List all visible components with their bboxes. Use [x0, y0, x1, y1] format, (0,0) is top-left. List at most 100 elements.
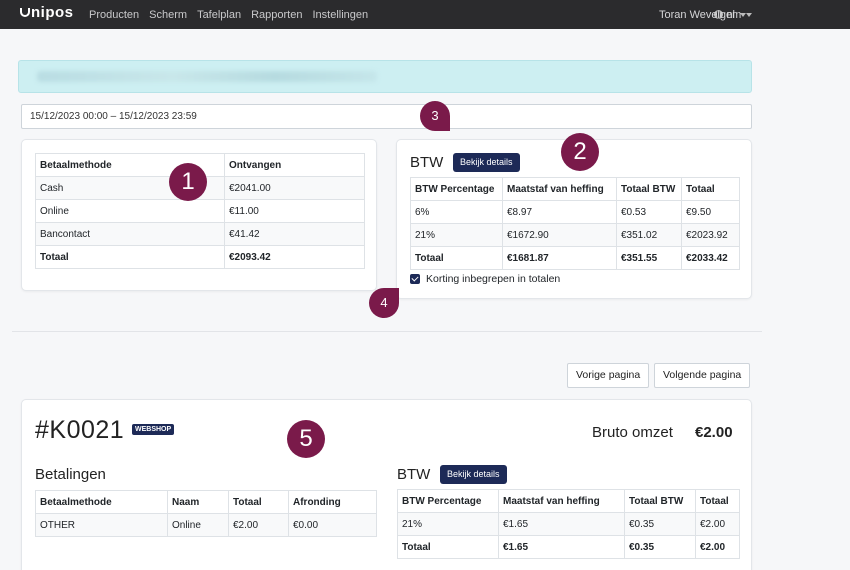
- col-header-betaalmethode: Betaalmethode: [35, 490, 168, 514]
- btw-base: €1.65: [498, 512, 625, 536]
- date-range-input[interactable]: 15/12/2023 00:00 – 15/12/2023 23:59: [21, 104, 752, 129]
- discount-checkbox-row[interactable]: Korting inbegrepen in totalen: [410, 273, 560, 285]
- col-header-totaal-btw: Totaal BTW: [624, 489, 696, 513]
- col-header-maatstaf: Maatstaf van heffing: [498, 489, 625, 513]
- language-label: nl: [726, 8, 735, 21]
- btw-amount: €0.53: [616, 200, 682, 224]
- payments-table: Betaalmethode Ontvangen Cash €2041.00 On…: [35, 153, 365, 269]
- total-btw: €0.35: [624, 535, 696, 559]
- user-name: Toran Wevelgem: [659, 8, 742, 21]
- payment-method: Bancontact: [35, 222, 225, 246]
- marker-5: 5: [287, 420, 325, 458]
- btw-amount: €0.35: [624, 512, 696, 536]
- btw-base: €1672.90: [502, 223, 617, 247]
- btw-table: BTW Percentage Maatstaf van heffing Tota…: [410, 177, 740, 270]
- btw-percentage: 6%: [410, 200, 503, 224]
- table-row: 21% €1.65 €0.35 €2.00: [397, 512, 740, 536]
- discount-checkbox-label: Korting inbegrepen in totalen: [426, 273, 561, 285]
- total-amount: €2.00: [695, 535, 740, 559]
- top-navbar: nipos Producten Scherm Tafelplan Rapport…: [0, 0, 850, 29]
- payment-amount: €2041.00: [224, 176, 365, 200]
- nav-link-instellingen[interactable]: Instellingen: [312, 8, 369, 21]
- marker-3: 3: [420, 101, 450, 131]
- btw-total: €2.00: [695, 512, 740, 536]
- order-btw-title: BTW: [397, 466, 431, 483]
- col-header-totaal: Totaal: [695, 489, 740, 513]
- table-row: 21% €1672.90 €351.02 €2023.92: [410, 223, 740, 247]
- globe-icon: [714, 10, 724, 19]
- col-header-btw-percentage: BTW Percentage: [397, 489, 499, 513]
- bruto-omzet-label: Bruto omzet: [592, 424, 673, 441]
- payment-method: Online: [35, 199, 225, 223]
- total-base: €1.65: [498, 535, 625, 559]
- redacted-text: [37, 71, 377, 82]
- total-label: Totaal: [35, 245, 225, 269]
- nav-link-tafelplan[interactable]: Tafelplan: [197, 8, 242, 21]
- order-btw-details-button[interactable]: Bekijk details: [440, 465, 507, 484]
- brand-logo[interactable]: nipos: [20, 4, 74, 21]
- btw-percentage: 21%: [397, 512, 499, 536]
- total-amount: €2033.42: [681, 246, 740, 270]
- checkbox-checked-icon[interactable]: [410, 274, 420, 284]
- next-page-button[interactable]: Volgende pagina: [654, 363, 751, 388]
- table-header-row: Betaalmethode Naam Totaal Afronding: [35, 490, 377, 514]
- payments-summary-card: Betaalmethode Ontvangen Cash €2041.00 On…: [21, 139, 377, 291]
- table-header-row: BTW Percentage Maatstaf van heffing Tota…: [410, 177, 740, 201]
- payment-total: €2.00: [228, 513, 289, 537]
- total-btw: €351.55: [616, 246, 682, 270]
- btw-percentage: 21%: [410, 223, 503, 247]
- table-row: 6% €8.97 €0.53 €9.50: [410, 200, 740, 224]
- chevron-down-icon: [740, 12, 746, 17]
- nav-links: Producten Scherm Tafelplan Rapporten Ins…: [89, 0, 378, 29]
- col-header-naam: Naam: [167, 490, 229, 514]
- marker-2: 2: [561, 133, 599, 171]
- total-amount: €2093.42: [224, 245, 365, 269]
- table-total-row: Totaal €1681.87 €351.55 €2033.42: [410, 246, 740, 270]
- order-card: #K0021 WEBSHOP Bruto omzet €2.00 Betalin…: [21, 399, 752, 570]
- btw-amount: €351.02: [616, 223, 682, 247]
- col-header-ontvangen: Ontvangen: [224, 153, 365, 177]
- col-header-afronding: Afronding: [288, 490, 377, 514]
- payment-rounding: €0.00: [288, 513, 377, 537]
- bruto-omzet-value: €2.00: [695, 424, 733, 441]
- language-dropdown[interactable]: nl: [714, 0, 746, 29]
- table-row: Online €11.00: [35, 199, 365, 223]
- btw-base: €8.97: [502, 200, 617, 224]
- table-row: Bancontact €41.42: [35, 222, 365, 246]
- table-total-row: Totaal €1.65 €0.35 €2.00: [397, 535, 740, 559]
- btw-total: €9.50: [681, 200, 740, 224]
- webshop-badge: WEBSHOP: [132, 424, 175, 435]
- previous-page-button[interactable]: Vorige pagina: [567, 363, 650, 388]
- payment-method: OTHER: [35, 513, 168, 537]
- total-label: Totaal: [410, 246, 503, 270]
- table-row: OTHER Online €2.00 €0.00: [35, 513, 377, 537]
- col-header-maatstaf: Maatstaf van heffing: [502, 177, 617, 201]
- info-alert: [18, 60, 752, 93]
- total-base: €1681.87: [502, 246, 617, 270]
- marker-1: 1: [169, 163, 207, 201]
- nav-link-producten[interactable]: Producten: [89, 8, 140, 21]
- btw-details-button[interactable]: Bekijk details: [453, 153, 520, 172]
- total-label: Totaal: [397, 535, 499, 559]
- order-id: #K0021: [35, 416, 125, 444]
- nav-link-scherm[interactable]: Scherm: [149, 8, 188, 21]
- col-header-totaal-btw: Totaal BTW: [616, 177, 682, 201]
- payment-amount: €41.42: [224, 222, 365, 246]
- payment-name: Online: [167, 513, 229, 537]
- btw-title: BTW: [410, 154, 444, 171]
- btw-total: €2023.92: [681, 223, 740, 247]
- chevron-down-icon: [746, 12, 753, 17]
- order-payments-table: Betaalmethode Naam Totaal Afronding OTHE…: [35, 490, 377, 537]
- order-btw-table: BTW Percentage Maatstaf van heffing Tota…: [397, 489, 740, 559]
- col-header-totaal: Totaal: [681, 177, 740, 201]
- nav-link-rapporten[interactable]: Rapporten: [251, 8, 303, 21]
- col-header-totaal: Totaal: [228, 490, 289, 514]
- brand-u-glyph: [20, 8, 30, 17]
- payment-amount: €11.00: [224, 199, 365, 223]
- table-total-row: Totaal €2093.42: [35, 245, 365, 269]
- table-header-row: BTW Percentage Maatstaf van heffing Tota…: [397, 489, 740, 513]
- user-dropdown[interactable]: Toran Wevelgem: [659, 0, 753, 29]
- marker-4: 4: [369, 288, 399, 318]
- brand-text: nipos: [31, 4, 74, 21]
- section-divider: [12, 331, 762, 332]
